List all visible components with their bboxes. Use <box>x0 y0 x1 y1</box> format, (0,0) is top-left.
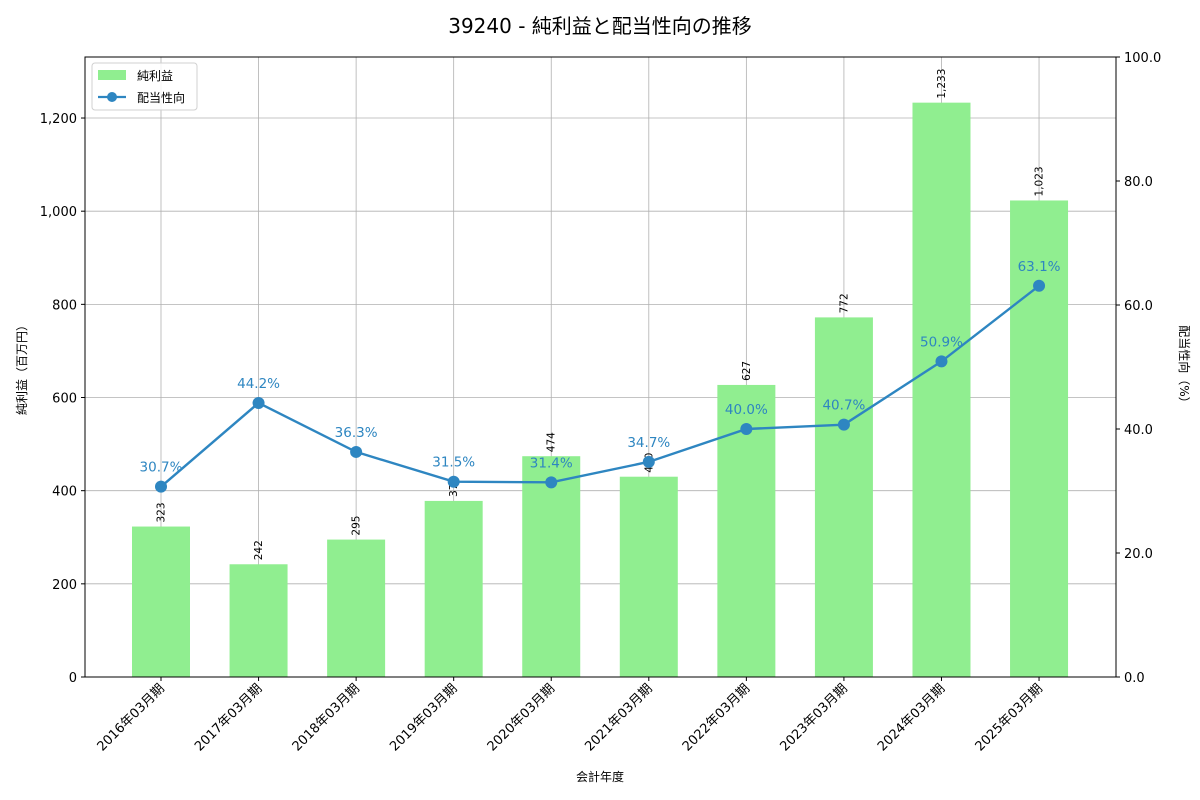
bar-value-label: 627 <box>741 361 753 381</box>
y-axis-right: 0.0 20.0 40.0 60.0 80.0 100.0 <box>1116 51 1161 686</box>
line-value-label: 31.4% <box>530 455 573 471</box>
x-tick-label: 2021年03月期 <box>582 681 655 754</box>
bar-value-label: 1,233 <box>936 69 948 99</box>
x-tick-label: 2018年03月期 <box>290 681 363 754</box>
legend-bar-swatch-icon <box>98 70 126 80</box>
line-value-label: 40.7% <box>822 398 865 414</box>
y-left-tick-label: 200 <box>52 578 77 593</box>
line-marker <box>155 480 167 493</box>
bar-value-label: 772 <box>838 293 850 313</box>
bar <box>132 526 190 677</box>
x-tick-label: 2024年03月期 <box>875 681 948 754</box>
line-marker <box>252 396 265 409</box>
line-value-label: 50.9% <box>920 334 963 350</box>
x-axis-label: 会計年度 <box>576 769 624 784</box>
line-marker <box>350 445 363 458</box>
y-left-tick-label: 400 <box>52 485 77 500</box>
bar-value-label: 323 <box>156 502 168 522</box>
y-axis-right-label: 配当性向（%） <box>1177 325 1192 408</box>
bar-series-net-income <box>132 102 1069 677</box>
bar-value-label: 242 <box>253 540 265 560</box>
line-value-label: 63.1% <box>1018 259 1061 275</box>
y-left-tick-label: 1,000 <box>40 205 77 220</box>
bar-value-label: 295 <box>351 516 363 536</box>
line-value-label: 40.0% <box>725 402 768 418</box>
y-left-tick-label: 1,200 <box>40 112 77 127</box>
line-marker <box>447 475 460 488</box>
line-marker <box>837 418 850 431</box>
y-right-tick-label: 40.0 <box>1124 423 1153 438</box>
y-right-tick-label: 80.0 <box>1124 175 1153 190</box>
y-left-tick-label: 800 <box>52 298 77 313</box>
bar-value-label: 474 <box>546 432 558 452</box>
x-tick-label: 2019年03月期 <box>387 681 460 754</box>
bar <box>912 102 971 677</box>
plot-frame <box>84 56 1117 678</box>
y-axis-left-label: 純利益（百万円） <box>15 319 29 415</box>
payout-line <box>160 284 1040 488</box>
line-marker <box>1033 279 1046 292</box>
line-value-label: 34.7% <box>627 435 670 451</box>
line-series-payout-ratio <box>155 279 1046 493</box>
y-right-tick-label: 100.0 <box>1124 51 1161 66</box>
y-axis-left: 0 200 400 600 800 1,000 1,200 <box>40 112 85 686</box>
line-value-labels: 30.7% 44.2% 36.3% 31.5% 31.4% 34.7% 40.0% 40.7%… <box>140 259 1061 476</box>
y-left-tick-label: 0 <box>69 671 77 686</box>
line-value-label: 31.5% <box>432 455 475 471</box>
line-marker <box>935 355 948 368</box>
x-tick-label: 2022年03月期 <box>680 681 753 754</box>
bar <box>814 317 873 677</box>
x-axis: 2016年03月期 2017年03月期 2018年03月期 2019年03月期 2020… <box>95 677 1046 755</box>
y-right-tick-label: 60.0 <box>1124 299 1153 314</box>
legend-label-payout-ratio: 配当性向 <box>137 90 185 105</box>
x-tick-label: 2020年03月期 <box>485 681 558 754</box>
bar-value-label: 1,023 <box>1034 166 1046 196</box>
legend-label-net-income: 純利益 <box>137 69 173 83</box>
y-left-tick-label: 600 <box>52 392 77 407</box>
x-tick-label: 2017年03月期 <box>192 681 265 754</box>
line-value-label: 44.2% <box>237 376 280 392</box>
line-marker <box>740 423 753 435</box>
line-value-label: 36.3% <box>335 425 378 441</box>
y-right-tick-label: 20.0 <box>1124 547 1153 562</box>
x-tick-label: 2025年03月期 <box>973 681 1046 754</box>
chart-title: 39240 - 純利益と配当性向の推移 <box>448 14 752 38</box>
bar <box>424 500 483 677</box>
line-value-label: 30.7% <box>140 460 183 476</box>
bar <box>619 476 678 677</box>
legend: 純利益 配当性向 <box>91 62 198 111</box>
bar <box>327 539 386 677</box>
line-marker <box>642 455 655 468</box>
legend-marker-icon <box>107 92 117 102</box>
line-marker <box>545 476 558 489</box>
x-tick-label: 2016年03月期 <box>95 681 168 754</box>
y-right-tick-label: 0.0 <box>1124 671 1145 686</box>
bar <box>522 456 581 677</box>
x-tick-label: 2023年03月期 <box>777 681 850 754</box>
bar <box>229 564 288 677</box>
